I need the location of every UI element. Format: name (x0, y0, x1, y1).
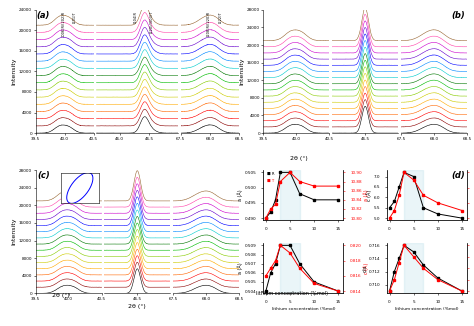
Y-axis label: a (Å): a (Å) (237, 262, 243, 274)
Text: ■ T: ■ T (267, 179, 274, 183)
Text: (222)T: (222)T (219, 11, 222, 22)
Y-axis label: Intensity: Intensity (11, 58, 16, 85)
Y-axis label: a (Å): a (Å) (363, 189, 369, 201)
Text: (104)R: (104)R (134, 11, 137, 23)
X-axis label: lithium concentration (%mol): lithium concentration (%mol) (272, 307, 335, 311)
Text: 2θ (°): 2θ (°) (52, 293, 70, 298)
Y-axis label: c/a: c/a (362, 265, 367, 272)
Text: lithium concentration (%mol): lithium concentration (%mol) (255, 291, 328, 296)
Text: (208)R/(220)R: (208)R/(220)R (207, 11, 211, 36)
Text: (d): (d) (452, 170, 465, 180)
Y-axis label: c (Å): c (Å) (363, 263, 369, 274)
Y-axis label: Intensity: Intensity (11, 218, 16, 245)
Bar (404, 243, 423, 293)
X-axis label: 2θ (°): 2θ (°) (128, 304, 146, 309)
Y-axis label: a (Å): a (Å) (237, 189, 243, 201)
Y-axis label: c (Å): c (Å) (366, 190, 372, 201)
Text: (c): (c) (37, 171, 50, 180)
Bar (280, 243, 300, 293)
Y-axis label: Intensity: Intensity (239, 58, 244, 85)
Text: ■ R: ■ R (267, 171, 275, 176)
Text: 2θ (°): 2θ (°) (290, 156, 308, 161)
Text: (201)T: (201)T (73, 11, 77, 22)
Text: (006)R/(202)R: (006)R/(202)R (62, 11, 65, 36)
Text: (b): (b) (452, 11, 465, 20)
Text: (220)/(003)T: (220)/(003)T (150, 11, 154, 33)
X-axis label: lithium concentration (%mol): lithium concentration (%mol) (395, 307, 459, 311)
Bar (404, 170, 423, 220)
Bar (280, 170, 300, 220)
Text: (a): (a) (36, 11, 50, 20)
